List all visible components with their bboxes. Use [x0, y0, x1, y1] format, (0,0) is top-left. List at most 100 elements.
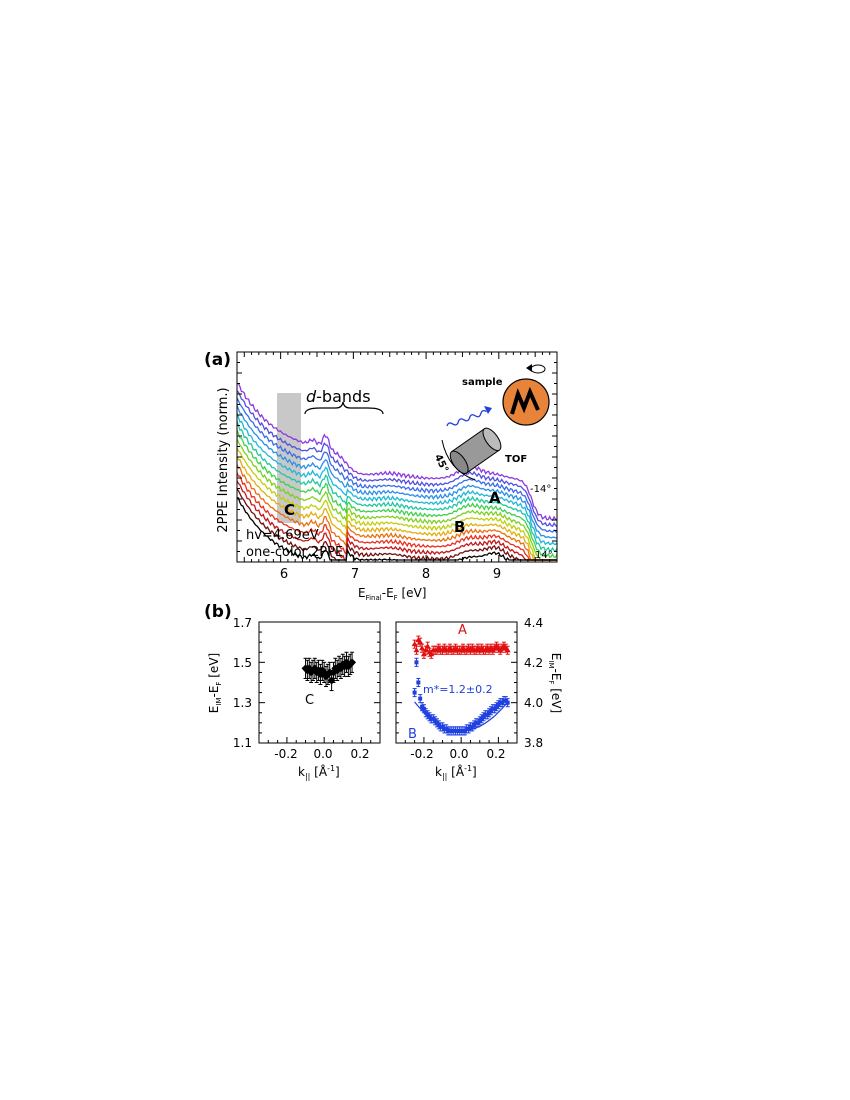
br-ylabel: EIM-EF [eV]: [547, 653, 563, 713]
point-B-29: [466, 726, 471, 731]
panel-b-right-ticks: [396, 621, 518, 744]
point-A-0: [411, 641, 418, 647]
point-B-27: [462, 728, 467, 733]
point-B-1: [414, 660, 419, 665]
point-A-4: [419, 645, 426, 651]
spectrum-curve-13: [236, 488, 557, 562]
point-C-25: [348, 658, 357, 667]
spectrum-curve-0: [236, 382, 558, 522]
point-B-35: [477, 718, 482, 723]
point-B-43: [492, 706, 497, 711]
panel-a-label: (a): [204, 350, 231, 370]
bl-label-c: C: [305, 693, 314, 708]
spectrum-curve-2: [236, 397, 558, 534]
panel-a-xlabel: EFinal-EF [eV]: [358, 586, 426, 602]
spectrum-curve-3: [236, 405, 557, 539]
br-xtick-3: 0.2: [486, 747, 505, 761]
tof-detector: [449, 427, 502, 474]
setup-inset: sample 45° TOF: [432, 364, 550, 481]
series-ab-points: [411, 635, 511, 736]
series-c-points: [301, 651, 357, 692]
bl-xtick-2: 0.0: [313, 747, 332, 761]
point-B-40: [487, 710, 492, 715]
point-A-7: [424, 643, 431, 649]
point-C-14: [327, 676, 336, 685]
point-B-3: [418, 696, 423, 701]
bl-ytick-1: 1.7: [233, 616, 252, 630]
photon-arrow-icon: [484, 406, 492, 414]
point-B-2: [416, 680, 421, 685]
point-A-3: [417, 639, 424, 645]
point-B-32: [472, 722, 477, 727]
point-B-7: [425, 712, 430, 717]
spectrum-curve-8: [236, 447, 557, 561]
sample-pattern: [510, 386, 540, 415]
dbands-label: d-bands: [306, 387, 371, 406]
xtick-7: 7: [351, 567, 359, 582]
point-B-15: [440, 724, 445, 729]
panel-a-ylabel: 2PPE Intensity (norm.): [216, 387, 231, 532]
angle-top: -14°: [530, 484, 551, 495]
spectrum-curve-9: [236, 456, 557, 561]
label-c: C: [284, 501, 295, 519]
label-b: B: [454, 518, 465, 536]
bl-xlabel: k|| [Å-1]: [298, 764, 340, 781]
br-ytick-3: 4.0: [524, 696, 543, 710]
xtick-6: 6: [280, 567, 288, 582]
spectrum-curve-6: [236, 429, 558, 559]
spectrum-curve-12: [236, 480, 557, 561]
point-B-0: [412, 690, 417, 695]
xtick-8: 8: [422, 567, 430, 582]
mode-text: one-color 2PPE: [246, 545, 343, 560]
br-ytick-2: 4.2: [524, 656, 543, 670]
br-label-b: B: [408, 727, 417, 742]
point-B-39: [485, 712, 490, 717]
point-B-8: [427, 714, 432, 719]
point-B-45: [496, 702, 501, 707]
xtick-9: 9: [493, 567, 501, 582]
point-A-50: [504, 647, 511, 653]
inset-tof-label: TOF: [505, 454, 527, 465]
br-ytick-4: 3.8: [524, 736, 543, 750]
br-xtick-2: 0.0: [449, 747, 468, 761]
rotation-arrow-icon: [526, 364, 532, 372]
br-mass-text: m*=1.2±0.2: [423, 683, 493, 696]
spectrum-curve-10: [236, 464, 557, 561]
panel-b-left-ticks: [259, 621, 381, 744]
point-B-31: [470, 724, 475, 729]
br-label-a: A: [458, 623, 467, 638]
rotation-ring: [530, 364, 546, 374]
spectrum-curve-4: [236, 412, 558, 546]
point-B-36: [479, 716, 484, 721]
bl-ytick-4: 1.1: [233, 736, 252, 750]
br-xtick-1: -0.2: [410, 747, 433, 761]
hv-text: hv=4.69eV: [246, 528, 319, 543]
bl-ytick-3: 1.3: [233, 696, 252, 710]
point-B-49: [503, 698, 508, 703]
angle-arc: [441, 439, 476, 481]
br-ytick-1: 4.4: [524, 616, 543, 630]
label-a: A: [489, 489, 501, 507]
bl-xtick-1: -0.2: [274, 747, 297, 761]
point-B-17: [444, 726, 449, 731]
point-B-11: [433, 718, 438, 723]
bl-ytick-2: 1.5: [233, 656, 252, 670]
point-B-37: [481, 714, 486, 719]
dbands-brace: [304, 401, 384, 415]
point-B-4: [420, 704, 425, 709]
point-B-34: [475, 720, 480, 725]
point-B-13: [436, 722, 441, 727]
spectrum-curve-1: [236, 390, 558, 528]
point-B-12: [434, 720, 439, 725]
point-B-6: [423, 710, 428, 715]
angle-bottom: 14°: [535, 550, 553, 561]
point-B-47: [500, 700, 505, 705]
bl-ylabel: EIM-EF [eV]: [207, 653, 223, 713]
panel-b-label: (b): [204, 602, 232, 622]
spectrum-curve-7: [236, 438, 557, 561]
spectrum-curve-5: [236, 421, 558, 553]
point-B-50: [505, 700, 510, 705]
point-A-1: [413, 647, 420, 653]
panel-b-left-frame: [258, 621, 381, 744]
